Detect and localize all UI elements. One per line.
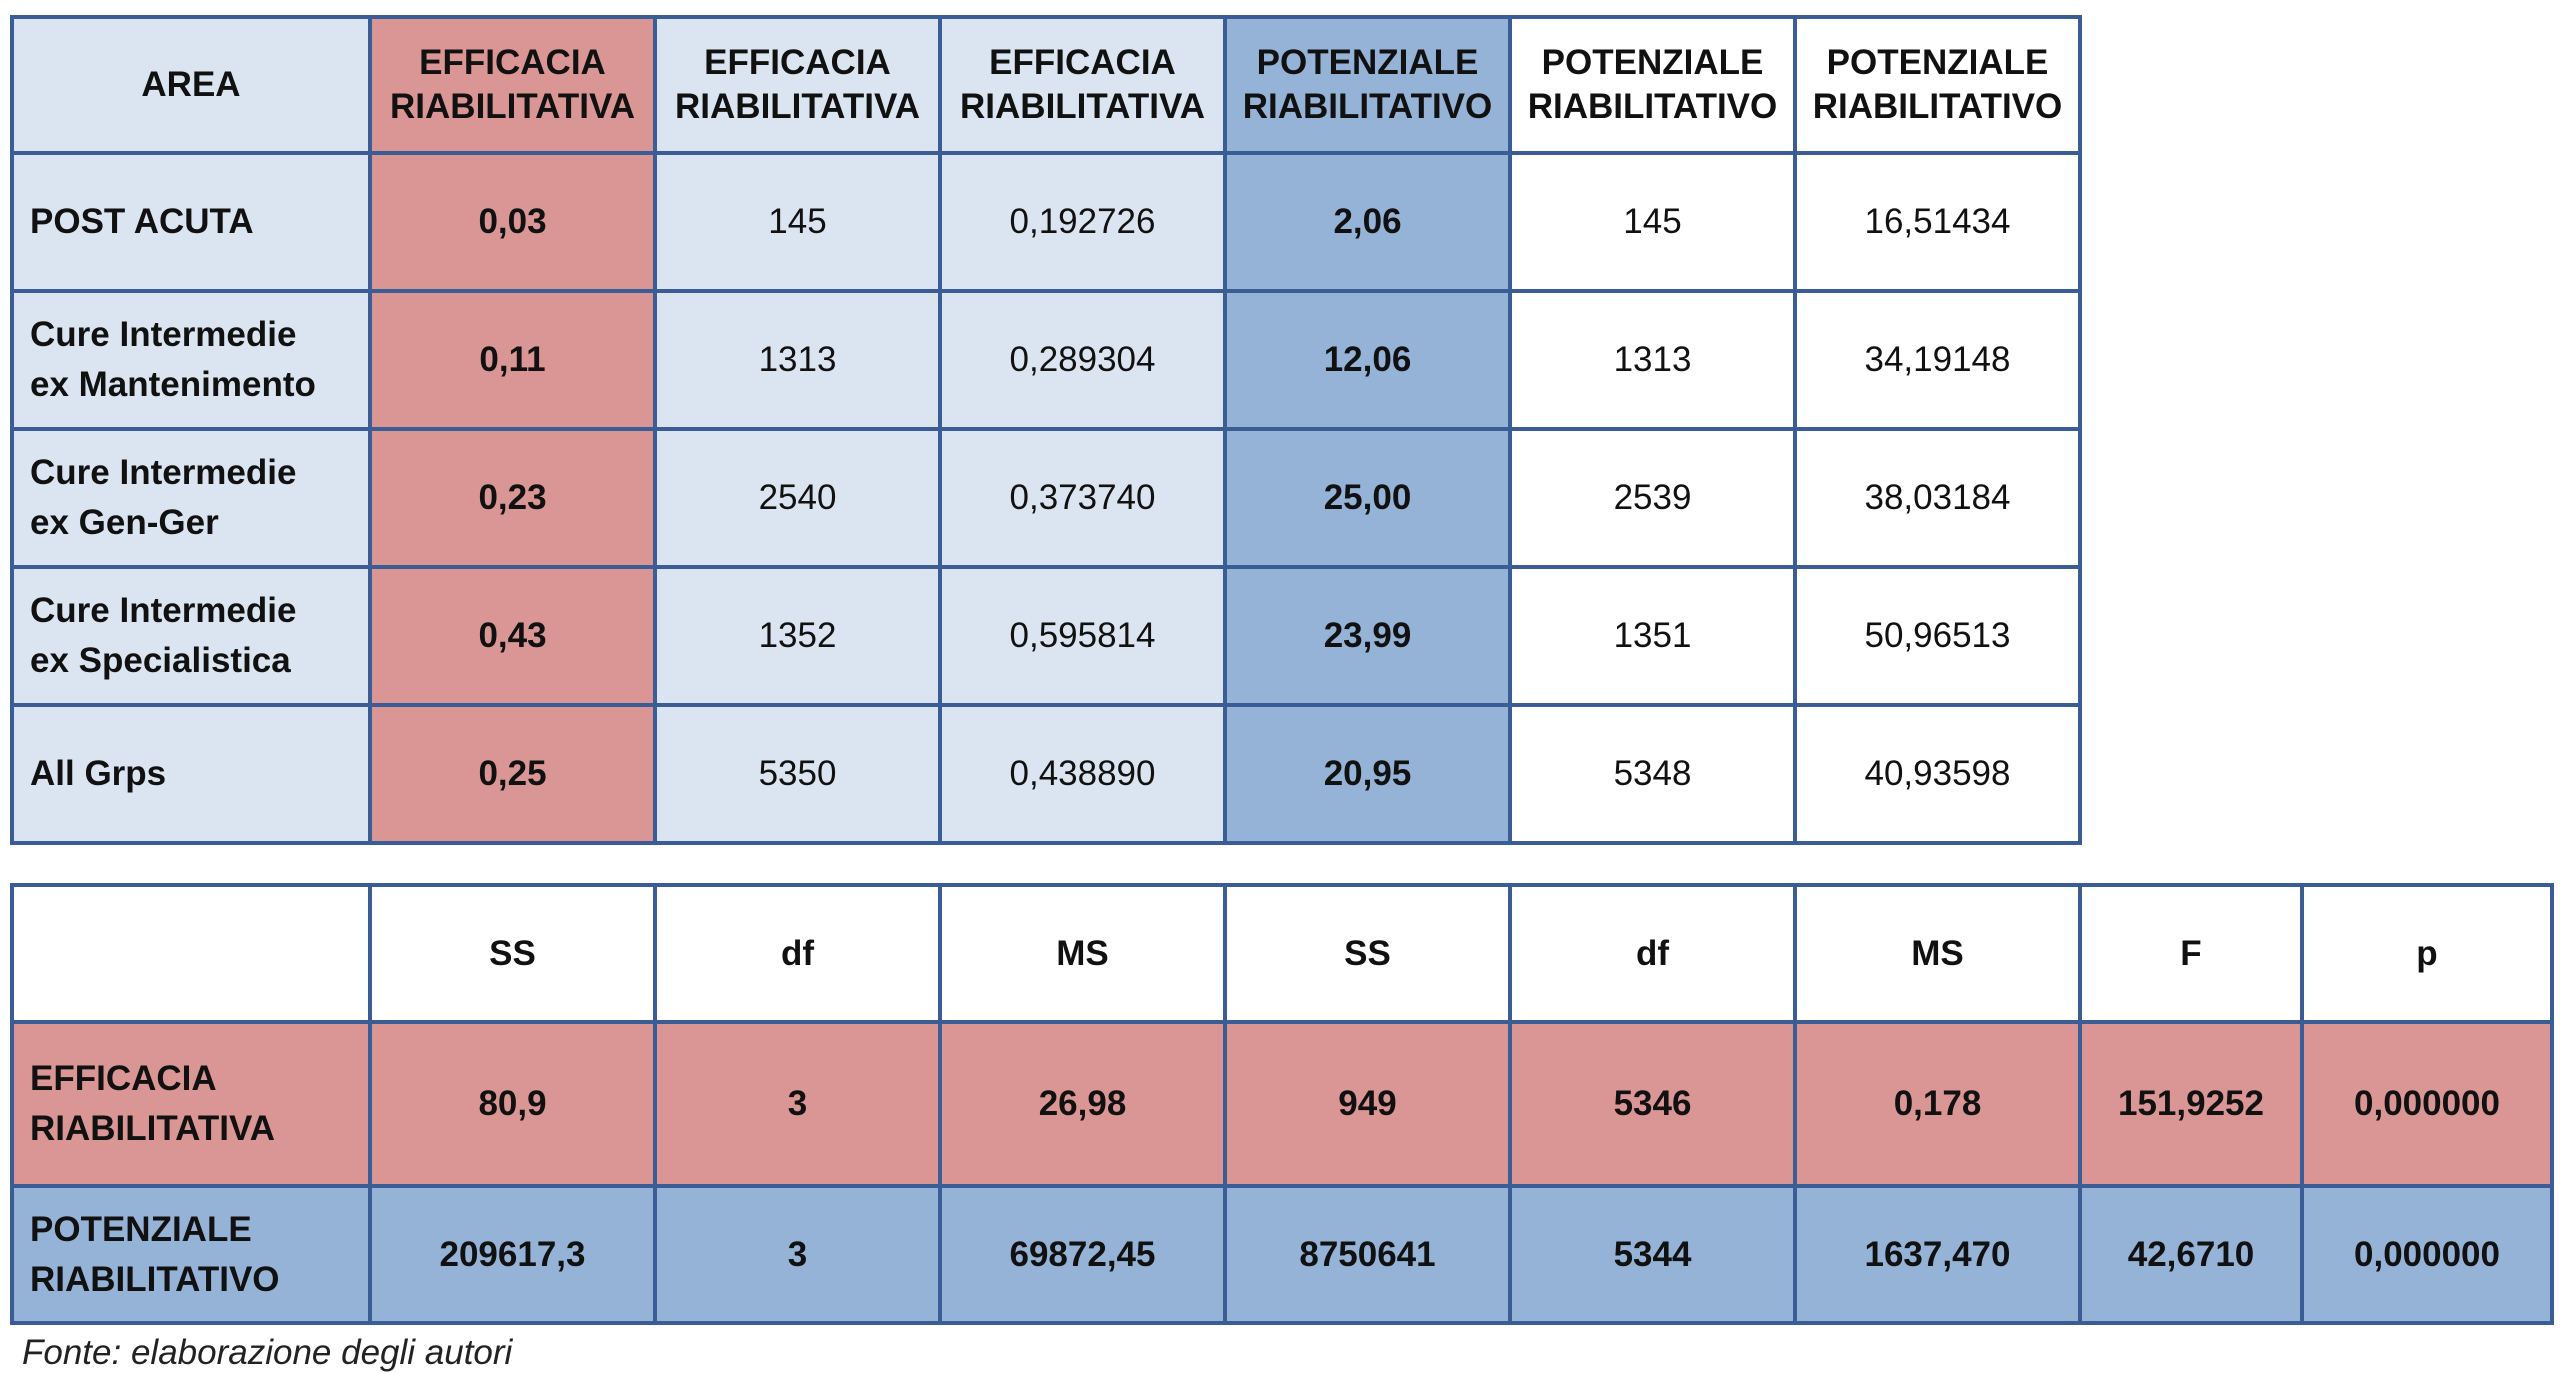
value-cell: 5346 bbox=[1508, 1020, 1797, 1188]
header-label: POTENZIALE RIABILITATIVO bbox=[1812, 43, 2063, 126]
table-header-row: AREA EFFICACIA RIABILITATIVA EFFICACIA R… bbox=[10, 15, 2082, 155]
potenziale-mean-cell: 20,95 bbox=[1223, 703, 1512, 845]
value-cell: 209617,3 bbox=[368, 1184, 657, 1325]
area-label: Cure Intermedie ex Specialistica bbox=[30, 591, 297, 680]
potenziale-mean-cell: 12,06 bbox=[1223, 289, 1512, 431]
header-label: POTENZIALE RIABILITATIVO bbox=[1527, 43, 1778, 126]
row-label-cell: EFFICACIA RIABILITATIVA bbox=[10, 1020, 372, 1188]
value-cell: 69872,45 bbox=[938, 1184, 1227, 1325]
area-cell: Cure Intermedie ex Gen-Ger bbox=[10, 427, 372, 569]
table-row: Cure Intermedie ex Specialistica 0,43 13… bbox=[10, 565, 2082, 707]
header-area: AREA bbox=[10, 15, 372, 155]
area-label: All Grps bbox=[30, 754, 167, 793]
header-ss: SS bbox=[1223, 883, 1512, 1024]
potenziale-n-cell: 145 bbox=[1508, 151, 1797, 293]
source-note: Fonte: elaborazione degli autori bbox=[22, 1333, 513, 1372]
area-cell: All Grps bbox=[10, 703, 372, 845]
potenziale-sd-cell: 40,93598 bbox=[1793, 703, 2082, 845]
potenziale-sd-cell: 38,03184 bbox=[1793, 427, 2082, 569]
header-potenziale-mean: POTENZIALE RIABILITATIVO bbox=[1223, 15, 1512, 155]
area-cell: Cure Intermedie ex Mantenimento bbox=[10, 289, 372, 431]
potenziale-sd-cell: 34,19148 bbox=[1793, 289, 2082, 431]
header-efficacia-mean: EFFICACIA RIABILITATIVA bbox=[368, 15, 657, 155]
header-df: df bbox=[653, 883, 942, 1024]
header-ms: MS bbox=[938, 883, 1227, 1024]
table-row: All Grps 0,25 5350 0,438890 20,95 5348 4… bbox=[10, 703, 2082, 845]
header-f: F bbox=[2078, 883, 2304, 1024]
value-cell: 0,178 bbox=[1793, 1020, 2082, 1188]
value-cell: 5344 bbox=[1508, 1184, 1797, 1325]
header-potenziale-sd: POTENZIALE RIABILITATIVO bbox=[1793, 15, 2082, 155]
efficacia-sd-cell: 0,192726 bbox=[938, 151, 1227, 293]
header-ms: MS bbox=[1793, 883, 2082, 1024]
value-cell: 0,000000 bbox=[2300, 1020, 2554, 1188]
anova-table: SS df MS SS df MS F p EFFICACIA RIABILIT… bbox=[10, 883, 2554, 1325]
header-label: AREA bbox=[141, 65, 241, 104]
efficacia-sd-cell: 0,438890 bbox=[938, 703, 1227, 845]
header-label: POTENZIALE RIABILITATIVO bbox=[1242, 43, 1493, 126]
value-cell: 1637,470 bbox=[1793, 1184, 2082, 1325]
row-label: EFFICACIA RIABILITATIVA bbox=[30, 1059, 275, 1148]
row-label: POTENZIALE RIABILITATIVO bbox=[30, 1209, 280, 1299]
value-cell: 151,9252 bbox=[2078, 1020, 2304, 1188]
efficacia-sd-cell: 0,289304 bbox=[938, 289, 1227, 431]
value-cell: 0,000000 bbox=[2300, 1184, 2554, 1325]
table-row: POST ACUTA 0,03 145 0,192726 2,06 145 16… bbox=[10, 151, 2082, 293]
header-label: EFFICACIA RIABILITATIVA bbox=[675, 43, 920, 126]
header-df: df bbox=[1508, 883, 1797, 1024]
efficacia-n-cell: 1313 bbox=[653, 289, 942, 431]
efficacia-mean-cell: 0,03 bbox=[368, 151, 657, 293]
table-header-row: SS df MS SS df MS F p bbox=[10, 883, 2554, 1024]
efficacia-n-cell: 145 bbox=[653, 151, 942, 293]
area-cell: Cure Intermedie ex Specialistica bbox=[10, 565, 372, 707]
table-row: POTENZIALE RIABILITATIVO 209617,3 3 6987… bbox=[10, 1184, 2554, 1325]
header-empty bbox=[10, 883, 372, 1024]
potenziale-n-cell: 1351 bbox=[1508, 565, 1797, 707]
row-label-cell: POTENZIALE RIABILITATIVO bbox=[10, 1184, 372, 1325]
value-cell: 8750641 bbox=[1223, 1184, 1512, 1325]
header-efficacia-sd: EFFICACIA RIABILITATIVA bbox=[938, 15, 1227, 155]
efficacia-n-cell: 1352 bbox=[653, 565, 942, 707]
potenziale-n-cell: 5348 bbox=[1508, 703, 1797, 845]
header-label: EFFICACIA RIABILITATIVA bbox=[960, 43, 1205, 126]
value-cell: 26,98 bbox=[938, 1020, 1227, 1188]
efficacia-mean-cell: 0,25 bbox=[368, 703, 657, 845]
potenziale-mean-cell: 2,06 bbox=[1223, 151, 1512, 293]
potenziale-mean-cell: 25,00 bbox=[1223, 427, 1512, 569]
efficacia-sd-cell: 0,595814 bbox=[938, 565, 1227, 707]
efficacia-mean-cell: 0,11 bbox=[368, 289, 657, 431]
area-label: Cure Intermedie ex Gen-Ger bbox=[30, 453, 297, 542]
value-cell: 42,6710 bbox=[2078, 1184, 2304, 1325]
area-label: Cure Intermedie ex Mantenimento bbox=[30, 315, 316, 404]
table-row: EFFICACIA RIABILITATIVA 80,9 3 26,98 949… bbox=[10, 1020, 2554, 1188]
potenziale-sd-cell: 50,96513 bbox=[1793, 565, 2082, 707]
efficacia-mean-cell: 0,23 bbox=[368, 427, 657, 569]
value-cell: 80,9 bbox=[368, 1020, 657, 1188]
header-potenziale-n: POTENZIALE RIABILITATIVO bbox=[1508, 15, 1797, 155]
header-label: EFFICACIA RIABILITATIVA bbox=[390, 43, 635, 126]
potenziale-mean-cell: 23,99 bbox=[1223, 565, 1512, 707]
table-row: Cure Intermedie ex Mantenimento 0,11 131… bbox=[10, 289, 2082, 431]
efficacia-n-cell: 5350 bbox=[653, 703, 942, 845]
table-row: Cure Intermedie ex Gen-Ger 0,23 2540 0,3… bbox=[10, 427, 2082, 569]
area-cell: POST ACUTA bbox=[10, 151, 372, 293]
header-ss: SS bbox=[368, 883, 657, 1024]
efficacia-mean-cell: 0,43 bbox=[368, 565, 657, 707]
area-label: POST ACUTA bbox=[30, 202, 254, 241]
efficacia-n-cell: 2540 bbox=[653, 427, 942, 569]
value-cell: 3 bbox=[653, 1184, 942, 1325]
header-p: p bbox=[2300, 883, 2554, 1024]
efficacia-sd-cell: 0,373740 bbox=[938, 427, 1227, 569]
value-cell: 949 bbox=[1223, 1020, 1512, 1188]
potenziale-n-cell: 1313 bbox=[1508, 289, 1797, 431]
summary-table: AREA EFFICACIA RIABILITATIVA EFFICACIA R… bbox=[10, 15, 2082, 845]
potenziale-n-cell: 2539 bbox=[1508, 427, 1797, 569]
header-efficacia-n: EFFICACIA RIABILITATIVA bbox=[653, 15, 942, 155]
value-cell: 3 bbox=[653, 1020, 942, 1188]
potenziale-sd-cell: 16,51434 bbox=[1793, 151, 2082, 293]
